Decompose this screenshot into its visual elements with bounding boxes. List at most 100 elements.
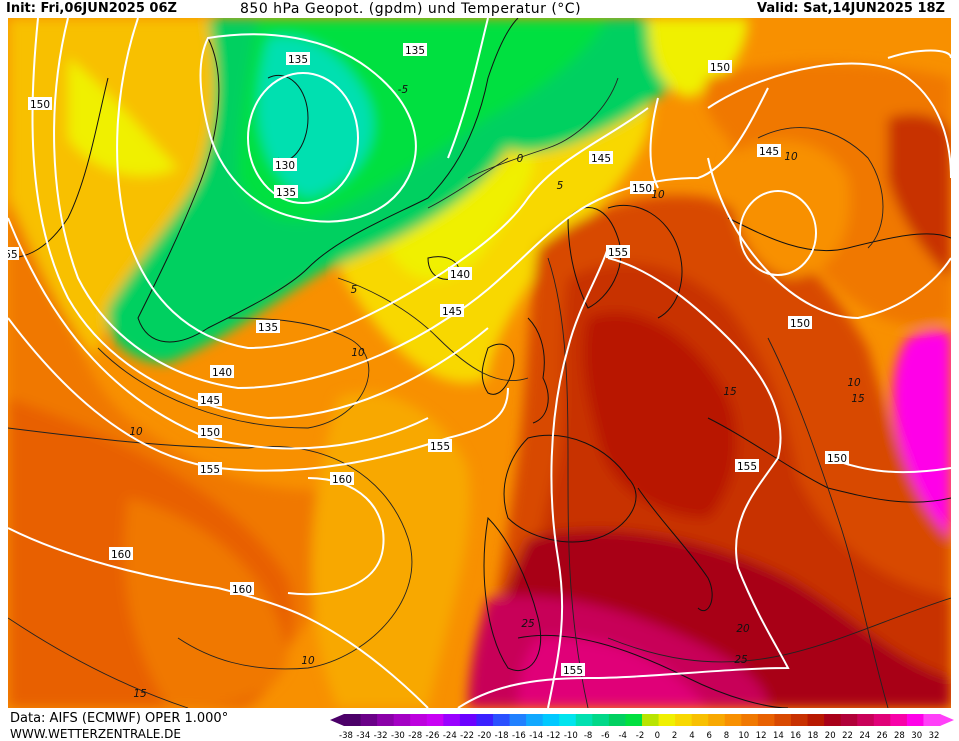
legend-tick-label: -32 [374, 731, 388, 739]
init-time: Init: Fri,06JUN2025 06Z [6, 1, 177, 16]
label-t_10f: 10 [301, 655, 315, 667]
legend-swatch [890, 714, 908, 726]
legend-swatch [559, 714, 577, 726]
label-z130: 130 [273, 158, 297, 172]
legend-swatch [791, 714, 809, 726]
svg-text:155: 155 [608, 247, 628, 259]
legend-tick-label: -12 [547, 731, 561, 739]
legend-swatch [542, 714, 560, 726]
legend-tick-label: -16 [512, 731, 526, 739]
legend-tick-label: 24 [859, 731, 870, 739]
svg-text:145: 145 [442, 306, 462, 318]
label-z150a: 150 [28, 97, 52, 111]
label-t_10a: 10 [784, 151, 798, 163]
label-z140a: 140 [448, 267, 472, 281]
svg-text:155: 155 [563, 665, 583, 677]
legend-tick-label: 30 [911, 731, 922, 739]
legend-tick-label: -6 [601, 731, 609, 739]
legend-tick-label: 26 [877, 731, 888, 739]
legend-tick-label: -24 [443, 731, 457, 739]
legend-swatch [757, 714, 775, 726]
label-t_10b: 10 [651, 189, 665, 201]
legend-swatch [857, 714, 875, 726]
legend-swatch [923, 714, 941, 726]
legend-swatch [691, 714, 709, 726]
label-t_15a: 15 [723, 386, 737, 398]
legend-swatch [592, 714, 610, 726]
legend-tick-label: -2 [636, 731, 644, 739]
legend-tick-label: 16 [790, 731, 801, 739]
legend-swatch [344, 714, 362, 726]
valid-time: Valid: Sat,14JUN2025 18Z [757, 1, 945, 16]
legend-tick-label: -34 [356, 731, 370, 739]
label-z145b: 145 [198, 393, 222, 407]
legend-tick-label: -30 [391, 731, 405, 739]
legend-tick-label: 22 [842, 731, 853, 739]
label-z155a: 155 [606, 245, 630, 259]
label-t_10c: 10 [351, 347, 365, 359]
svg-text:150: 150 [200, 427, 220, 439]
legend-tick-label: -28 [408, 731, 422, 739]
label-z140b: 140 [210, 365, 234, 379]
legend-swatch [625, 714, 643, 726]
label-t_10d: 10 [129, 426, 143, 438]
label-z55: 55 [8, 247, 19, 261]
legend-swatch [675, 714, 693, 726]
label-z150d: 150 [708, 60, 732, 74]
geopotential-contours [8, 18, 951, 708]
label-z155c: 155 [198, 462, 222, 476]
svg-text:160: 160 [111, 549, 131, 561]
legend-swatch [774, 714, 792, 726]
legend-swatch [459, 714, 477, 726]
legend-swatch [360, 714, 378, 726]
map-area: 135 135 130 135 135 140 140 145 145 145 … [8, 18, 951, 708]
legend-swatch [642, 714, 660, 726]
legend-swatch [708, 714, 726, 726]
legend-swatch [608, 714, 626, 726]
svg-text:145: 145 [759, 146, 779, 158]
svg-text:145: 145 [200, 395, 220, 407]
label-z145c: 145 [589, 151, 613, 165]
label-z150f: 150 [825, 451, 849, 465]
label-z160c: 160 [230, 582, 254, 596]
svg-text:160: 160 [232, 584, 252, 596]
legend-svg: -38 -34 -32 -30 -28 -26 -24 -22 -20 -18 -16 -14 -12-… [330, 714, 954, 739]
website-text: WWW.WETTERZENTRALE.DE [10, 727, 181, 741]
legend-tick-label: 28 [894, 731, 905, 739]
svg-text:150: 150 [710, 62, 730, 74]
label-z135b: 135 [286, 52, 310, 66]
temperature-labels: -5 0 5 5 10 10 10 10 10 10 15 15 15 20 2… [129, 84, 865, 700]
legend-tick-label: -14 [529, 731, 543, 739]
color-legend: -38 -34 -32 -30 -28 -26 -24 -22 -20 -18 -16 -14 -12-… [330, 713, 958, 739]
label-t_20: 20 [736, 623, 750, 635]
label-t_10e: 10 [847, 377, 861, 389]
legend-tick-label: -8 [584, 731, 592, 739]
map-svg: 135 135 130 135 135 140 140 145 145 145 … [8, 18, 951, 708]
legend-arrow-left [330, 714, 344, 726]
svg-text:145: 145 [591, 153, 611, 165]
svg-text:160: 160 [332, 474, 352, 486]
svg-text:150: 150 [632, 183, 652, 195]
svg-text:155: 155 [430, 441, 450, 453]
label-z135a: 135 [403, 43, 427, 57]
legend-tick-label: 20 [825, 731, 836, 739]
legend-swatch [658, 714, 676, 726]
legend-tick-label: -10 [564, 731, 578, 739]
legend-tick-label: 12 [756, 731, 767, 739]
legend-swatch [493, 714, 511, 726]
legend-swatch [741, 714, 759, 726]
label-t_25a: 25 [521, 618, 535, 630]
label-z150e: 150 [788, 316, 812, 330]
legend-tick-label: 6 [706, 731, 711, 739]
legend-arrow-right [940, 714, 954, 726]
svg-text:150: 150 [827, 453, 847, 465]
svg-text:135: 135 [405, 45, 425, 57]
temperature-field [8, 18, 951, 708]
svg-text:155: 155 [737, 461, 757, 473]
legend-swatch [724, 714, 742, 726]
svg-text:155: 155 [200, 464, 220, 476]
legend-tick-label: -4 [618, 731, 626, 739]
geopotential-labels: 135 135 130 135 135 140 140 145 145 145 … [8, 43, 849, 677]
svg-text:135: 135 [276, 187, 296, 199]
